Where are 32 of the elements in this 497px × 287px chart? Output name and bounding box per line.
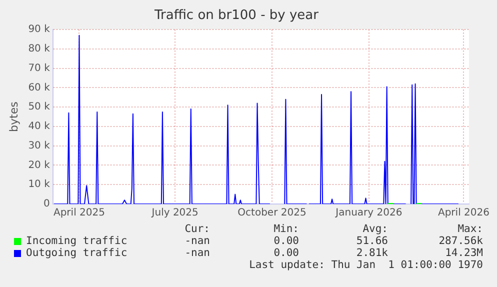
- x-tick-label: January 2026: [334, 208, 402, 219]
- legend-label: Outgoing traffic: [26, 247, 128, 259]
- text: Max:: [458, 223, 483, 235]
- text: 51.66: [356, 235, 388, 247]
- x-tick-label: April 2026: [438, 208, 490, 219]
- y-tick-label: 30 k: [28, 140, 50, 152]
- x-tick-label: April 2025: [53, 208, 105, 219]
- text: 0.00: [274, 235, 299, 247]
- text: 14.23M: [445, 247, 483, 259]
- text: Last update: Thu Jan 1 01:00:00 1970: [249, 259, 483, 271]
- text: 287.56k: [438, 235, 483, 247]
- x-tick-label: July 2025: [150, 208, 198, 219]
- text: Avg:: [362, 223, 388, 235]
- x-tick-label: October 2025: [238, 208, 306, 219]
- y-tick-label: 40 k: [28, 121, 50, 132]
- y-tick-label: 10 k: [28, 179, 50, 190]
- text: 0.00: [274, 247, 299, 259]
- text: Min:: [274, 223, 299, 235]
- text: -nan: [184, 235, 210, 247]
- y-tick-label: 60 k: [28, 82, 50, 94]
- y-tick-label: 0: [44, 198, 50, 210]
- y-tick-label: 90 k: [28, 24, 50, 36]
- y-tick-label: 70 k: [28, 62, 50, 74]
- y-tick-label: 50 k: [28, 102, 50, 113]
- text: Cur:: [184, 223, 210, 235]
- y-axis-title: bytes: [7, 101, 20, 132]
- y-tick-label: 80 k: [28, 44, 50, 55]
- chart-title: Traffic on br100 - by year: [154, 8, 320, 24]
- y-tick-label: 20 k: [28, 160, 50, 171]
- text: -nan: [184, 247, 210, 259]
- text: 2.81k: [356, 247, 388, 259]
- legend-label: Incoming traffic: [26, 235, 128, 247]
